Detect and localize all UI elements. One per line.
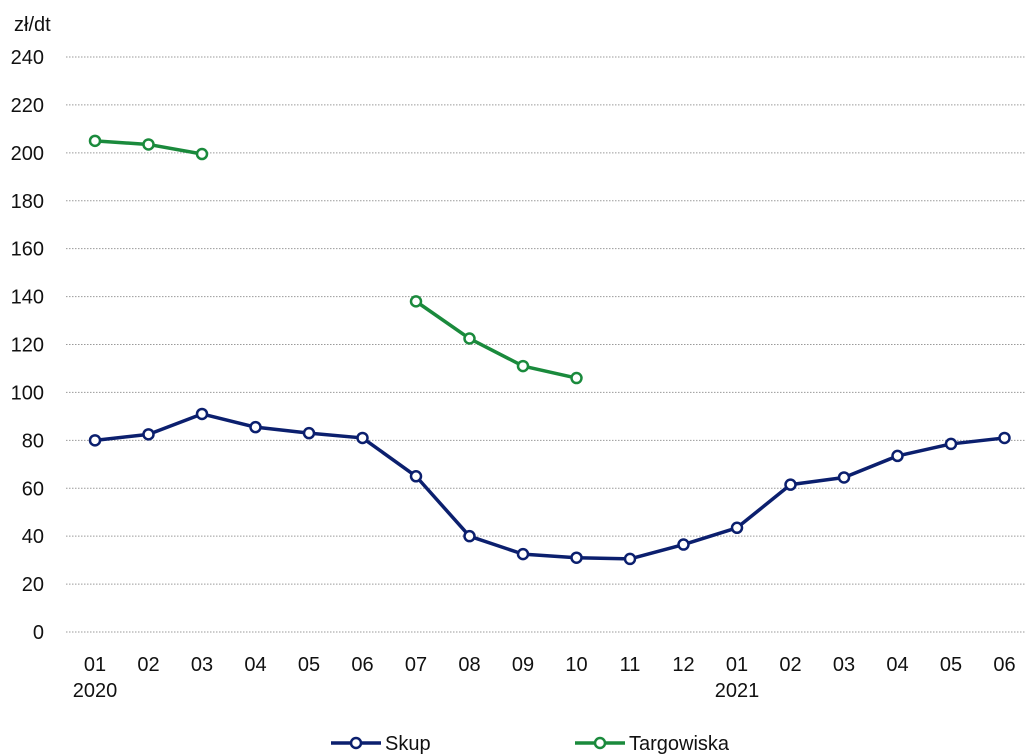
data-point: [195, 147, 209, 161]
data-point: [302, 426, 316, 440]
data-point: [730, 521, 744, 535]
data-point: [516, 359, 530, 373]
data-point: [623, 552, 637, 566]
data-point: [570, 551, 583, 564]
x-tick-label: 03: [191, 654, 213, 676]
x-tick-label: 12: [672, 654, 694, 676]
x-tick-label: 02: [779, 654, 801, 676]
series-targowiska: [88, 134, 583, 385]
legend: Skup Targowiska: [331, 733, 730, 755]
x-tick-label: 05: [298, 654, 320, 676]
data-point: [249, 420, 262, 434]
data-point: [409, 295, 423, 308]
x-tick-label: 04: [244, 654, 266, 676]
y-tick-label: 100: [11, 382, 44, 404]
y-tick-label: 80: [22, 430, 44, 452]
x-tick-label: 11: [620, 654, 641, 676]
data-point: [142, 138, 155, 151]
y-tick-label: 60: [22, 478, 44, 500]
data-point: [891, 449, 904, 463]
x-tick-label: 08: [458, 654, 480, 676]
x-tick-label: 10: [565, 654, 587, 676]
x-tick-label: 04: [886, 654, 908, 676]
y-tick-label: 40: [22, 526, 44, 548]
data-point: [409, 470, 423, 483]
y-axis-unit-label: zł/dt: [14, 14, 51, 36]
data-point: [677, 538, 690, 551]
legend-label: Skup: [385, 733, 431, 755]
data-point: [944, 437, 958, 451]
x-tick-label: 06: [351, 654, 373, 676]
series-skup: [88, 407, 1011, 566]
x-year-label: 2021: [715, 680, 760, 702]
y-tick-label: 160: [11, 239, 44, 261]
legend-label: Targowiska: [629, 733, 730, 755]
data-point: [356, 431, 369, 445]
x-axis-tick-labels: 01 02 03 04 05 06 07 08 09 10 11 12 01 02 03 04 05 06 2020…: [73, 654, 1016, 702]
data-point: [998, 431, 1011, 445]
data-point: [570, 371, 583, 385]
y-tick-label: 140: [11, 287, 44, 309]
y-tick-label: 240: [11, 47, 44, 69]
series-lines: [88, 134, 1011, 566]
data-point: [88, 434, 102, 447]
y-tick-label: 180: [11, 191, 44, 213]
x-tick-label: 01: [84, 654, 106, 676]
legend-marker: [349, 736, 363, 750]
series-line: [414, 299, 579, 380]
data-point: [516, 547, 530, 561]
x-tick-label: 09: [512, 654, 534, 676]
y-tick-label: 20: [22, 574, 44, 596]
data-point: [463, 529, 476, 543]
data-point: [142, 428, 155, 441]
y-tick-label: 120: [11, 335, 44, 357]
x-year-label: 2020: [73, 680, 118, 702]
y-axis-tick-labels: 0 20 40 60 80 100 120 140 160 180 200 220 240: [11, 47, 44, 644]
x-tick-label: 02: [137, 654, 159, 676]
x-tick-label: 05: [940, 654, 962, 676]
x-tick-label: 07: [405, 654, 427, 676]
data-point: [784, 478, 797, 491]
data-point: [88, 134, 102, 148]
y-tick-label: 200: [11, 143, 44, 165]
data-point: [463, 332, 476, 345]
data-point: [195, 407, 209, 421]
y-tick-label: 0: [33, 622, 44, 644]
x-tick-label: 03: [833, 654, 855, 676]
y-tick-label: 220: [11, 95, 44, 117]
legend-marker: [593, 736, 607, 750]
x-tick-label: 06: [993, 654, 1015, 676]
legend-item-skup: Skup: [331, 733, 431, 755]
series-line: [93, 412, 1007, 561]
gridlines: [66, 56, 1025, 633]
legend-item-targowiska: Targowiska: [575, 733, 730, 755]
x-tick-label: 01: [726, 654, 748, 676]
data-point: [837, 471, 851, 484]
